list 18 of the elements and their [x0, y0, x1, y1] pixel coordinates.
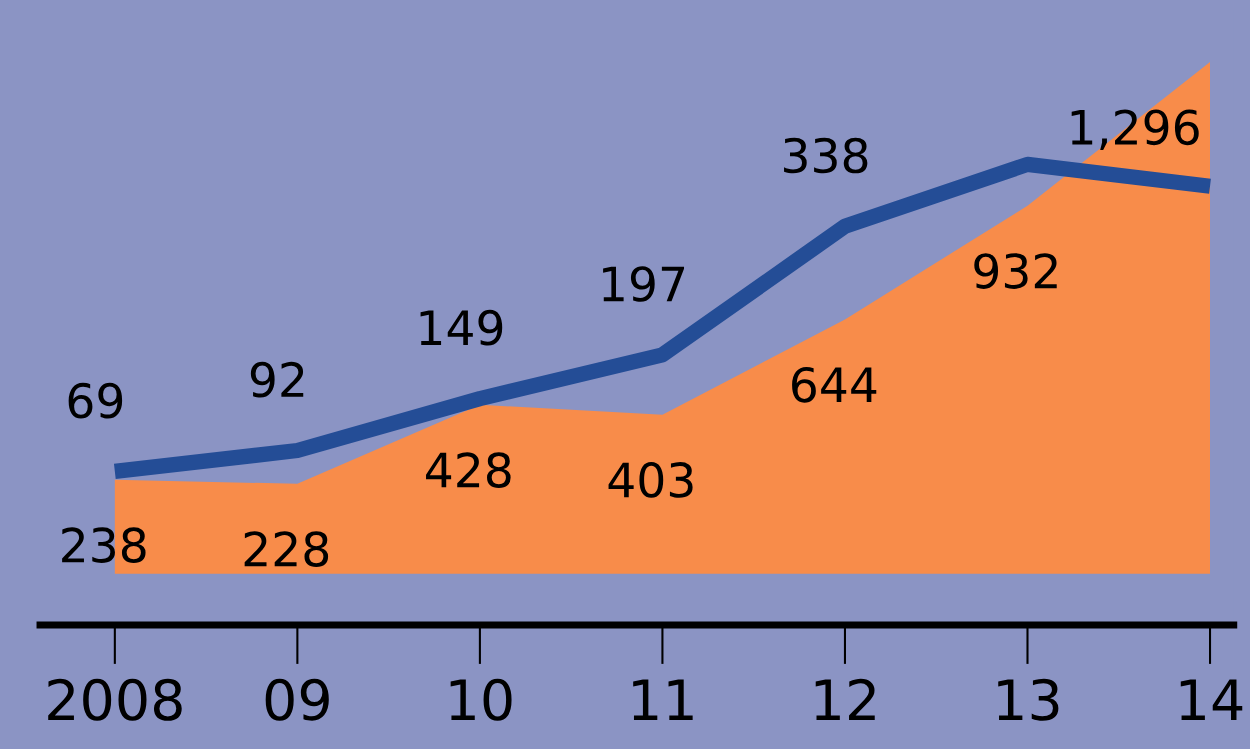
data-label: 403	[608, 462, 693, 498]
data-label: 92	[250, 361, 304, 398]
x-tick-label: 10	[450, 678, 512, 721]
data-label: 149	[420, 309, 503, 346]
data-label: 644	[792, 366, 877, 403]
data-label: 228	[244, 531, 329, 567]
x-tick-label: 11	[633, 679, 693, 720]
data-label: 197	[603, 266, 685, 302]
x-tick-label: 09	[265, 678, 329, 721]
x-tick-label: 14	[1180, 679, 1243, 720]
x-tick-label: 2008	[48, 678, 182, 721]
x-tick-label: 13	[998, 678, 1059, 721]
data-label: 932	[974, 253, 1057, 289]
data-label: 338	[784, 137, 868, 174]
x-tick-label: 12	[815, 678, 875, 720]
data-label: 428	[426, 452, 511, 488]
data-label: 69	[68, 382, 123, 419]
data-label: 1,296	[1071, 109, 1199, 150]
